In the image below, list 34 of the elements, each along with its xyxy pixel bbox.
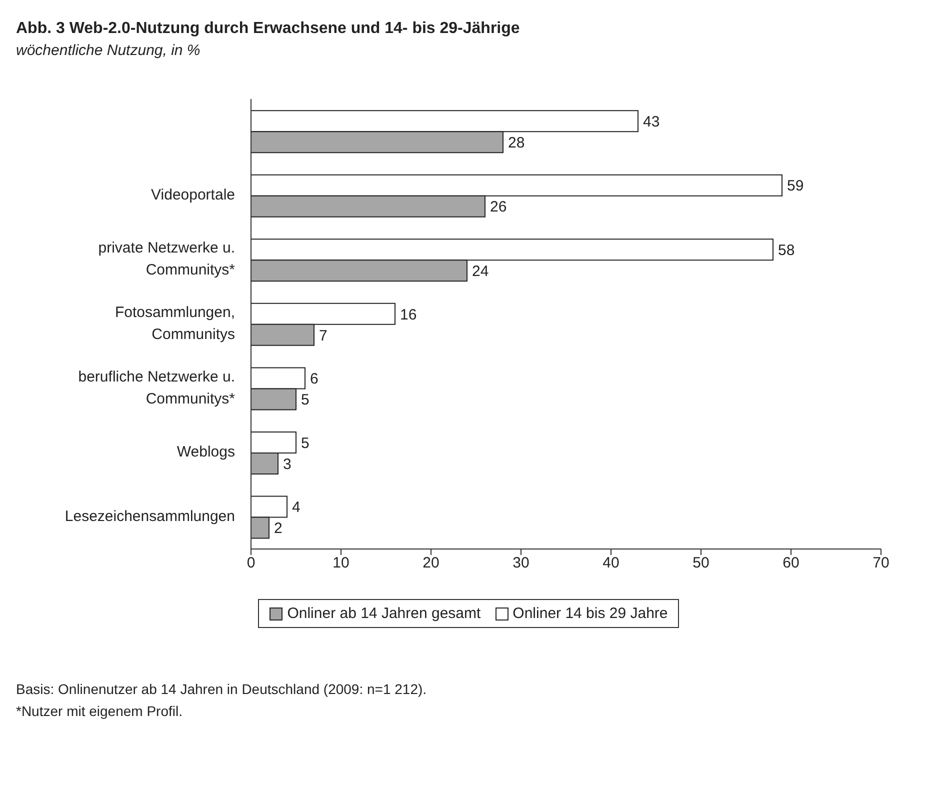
data-label: 7	[319, 327, 328, 344]
data-label: 4	[292, 499, 300, 516]
data-label: 28	[508, 134, 525, 152]
x-tick-label: 40	[602, 554, 620, 572]
data-label: 24	[472, 262, 489, 280]
legend-label: Onliner ab 14 Jahren gesamt	[286, 605, 481, 622]
data-label: 6	[310, 370, 318, 388]
text: *Nutzer mit eigenem Profil.	[16, 702, 184, 721]
x-tick-label: 20	[422, 554, 440, 572]
x-tick-label: 30	[512, 554, 530, 572]
chart-title: Abb. 3 Web-2.0-Nutzung durch Erwachsene und 14- bis 29-Jährige	[16, 20, 521, 38]
data-label: 5	[301, 434, 310, 452]
data-label: 16	[400, 306, 417, 324]
data-label: 58	[778, 242, 795, 259]
x-tick-label: 60	[782, 554, 800, 572]
data-label: 26	[490, 198, 507, 216]
data-label: 59	[787, 178, 804, 195]
y-tick-label: Videoportale	[151, 186, 235, 204]
x-tick-label: 0	[246, 554, 256, 572]
data-label: 2	[274, 520, 282, 538]
data-label: 5	[301, 392, 310, 409]
x-tick-label: 10	[332, 554, 350, 572]
y-tick-label: Fotosammlungen, Communitys	[114, 304, 235, 343]
text: wöchentliche Nutzung, in %	[16, 42, 202, 59]
y-tick-label: private Netzwerke u. Communitys*	[98, 240, 236, 279]
y-tick-label: berufliche Netzwerke u. Communitys*	[78, 368, 236, 408]
y-tick-label: Weblogs	[176, 444, 235, 461]
y-tick-label: Lesezeichensammlungen	[64, 508, 235, 525]
legend-label: Onliner 14 bis 29 Jahre	[512, 605, 668, 622]
text: Basis: Onlinenutzer ab 14 Jahren in Deutschland (2009: n=1 212).	[16, 680, 428, 699]
data-label: 43	[643, 113, 660, 130]
data-label: 3	[283, 456, 292, 473]
x-tick-label: 70	[872, 554, 890, 572]
x-tick-label: 50	[692, 554, 710, 572]
